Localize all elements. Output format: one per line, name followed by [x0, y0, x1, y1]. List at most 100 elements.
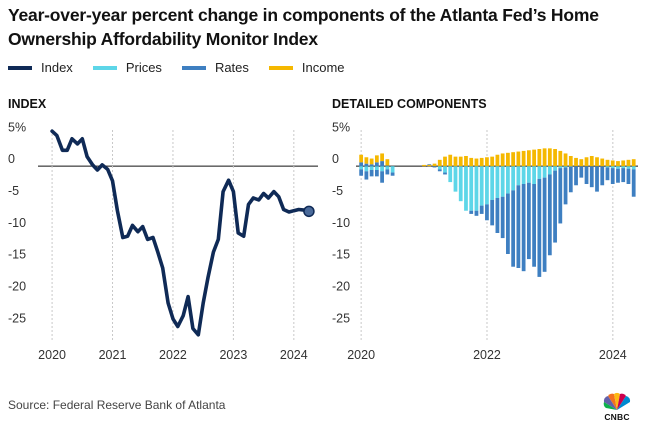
rates-bar	[385, 165, 390, 167]
income-bar	[631, 159, 636, 167]
prices-bar	[385, 166, 390, 170]
income-bar	[490, 156, 495, 167]
index-ytick-label: -15	[8, 248, 26, 262]
rates-bar	[616, 168, 620, 183]
prices-bar	[626, 166, 631, 169]
prices-bar	[443, 166, 447, 173]
income-bar	[511, 152, 516, 167]
components-ytick-label: 0	[332, 152, 339, 166]
rates-bar	[563, 167, 568, 205]
prices-bar	[537, 166, 542, 179]
income-bar	[605, 159, 610, 167]
rates-bar	[380, 161, 384, 167]
index-ytick-label: -10	[8, 216, 26, 230]
prices-bar	[553, 166, 557, 171]
income-bar	[495, 154, 500, 167]
legend-label-income: Income	[301, 60, 345, 75]
prices-bar	[547, 166, 552, 175]
income-bar	[469, 157, 474, 167]
income-bar	[443, 156, 447, 167]
prices-bar	[474, 166, 479, 211]
prices-bar	[558, 166, 563, 169]
legend: Index Prices Rates Income	[8, 60, 365, 75]
rates-bar	[364, 163, 369, 167]
rates-bar	[443, 172, 447, 175]
legend-label-index: Index	[41, 60, 73, 75]
prices-bar	[453, 166, 458, 192]
prices-bar	[364, 166, 369, 172]
income-bar	[364, 157, 369, 164]
income-bar	[479, 157, 484, 167]
components-ytick-label: -20	[332, 279, 350, 293]
income-bar	[553, 149, 557, 167]
index-ytick-label: -5	[8, 184, 19, 198]
rates-bar	[385, 169, 390, 175]
income-bar	[516, 151, 521, 167]
legend-item-index: Index	[8, 60, 73, 75]
rates-bar	[359, 162, 364, 167]
prices-bar	[568, 166, 573, 167]
income-bar	[626, 159, 631, 167]
prices-bar	[542, 166, 547, 178]
index-xtick-label: 2020	[38, 348, 66, 362]
rates-bar	[380, 171, 384, 183]
income-bar	[432, 163, 437, 167]
rates-bar	[469, 210, 474, 214]
income-bar	[380, 153, 384, 162]
income-bar	[458, 156, 463, 167]
rates-bar	[595, 166, 599, 192]
income-bar	[579, 159, 584, 167]
rates-bar	[479, 205, 484, 214]
rates-bar	[485, 204, 489, 221]
income-bar	[532, 149, 536, 167]
rates-bar	[526, 182, 531, 260]
peacock-icon	[603, 393, 631, 410]
prices-bar	[506, 166, 510, 194]
index-xtick-label: 2023	[219, 348, 247, 362]
index-xtick-label: 2021	[99, 348, 127, 362]
prices-bar	[485, 166, 489, 205]
rates-bar	[511, 190, 516, 267]
index-xtick-label: 2022	[159, 348, 187, 362]
prices-bar	[437, 166, 442, 170]
rates-bar	[600, 166, 605, 186]
rates-bar	[547, 174, 552, 256]
prices-bar	[511, 166, 516, 191]
components-panel-title: DETAILED COMPONENTS	[332, 97, 487, 111]
income-bar	[427, 164, 432, 167]
prices-bar	[479, 166, 484, 206]
index-ytick-label: 5%	[8, 120, 26, 134]
index-ytick-label: 0	[8, 152, 15, 166]
income-bar	[616, 161, 620, 167]
income-bar	[453, 156, 458, 167]
rates-bar	[589, 166, 594, 188]
components-ytick-label: -5	[332, 184, 343, 198]
income-bar	[610, 160, 615, 167]
components-xtick-label: 2020	[347, 348, 375, 362]
chart-title: Year-over-year percent change in compone…	[8, 5, 599, 49]
cnbc-logo: CNBC	[600, 392, 634, 422]
prices-bar	[458, 166, 463, 202]
source-note: Source: Federal Reserve Bank of Atlanta	[8, 398, 226, 412]
income-bar	[584, 157, 589, 167]
income-bar	[464, 156, 468, 167]
index-line	[50, 129, 311, 337]
income-bar	[537, 149, 542, 167]
rates-bar	[432, 166, 437, 168]
components-xtick-label: 2022	[473, 348, 501, 362]
rates-bar	[369, 170, 374, 177]
income-bar	[521, 150, 526, 167]
prices-bar	[532, 166, 536, 184]
components-ytick-label: -15	[332, 248, 350, 262]
prices-bar	[526, 166, 531, 183]
rates-bar	[532, 184, 536, 267]
legend-item-income: Income	[268, 60, 345, 75]
rates-bar	[558, 168, 563, 224]
income-bar	[359, 154, 364, 163]
rates-bar	[516, 185, 521, 268]
rates-bar	[621, 168, 626, 183]
prices-bar	[563, 166, 568, 168]
prices-bar	[616, 166, 620, 169]
rates-bar	[584, 166, 589, 184]
